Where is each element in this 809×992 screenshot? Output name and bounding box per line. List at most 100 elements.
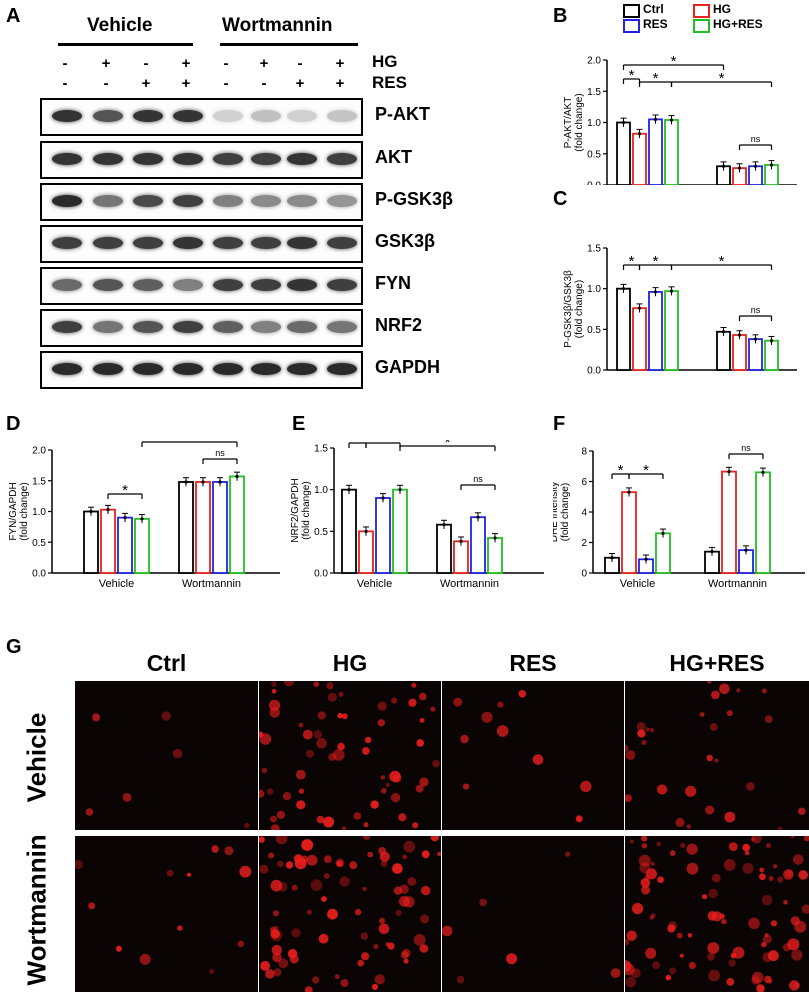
row-label-hg: HG: [372, 52, 398, 71]
y-tick-label: 2.0: [32, 446, 46, 457]
cell-spot: [371, 983, 379, 990]
cell-spot: [764, 975, 772, 984]
significance-label: *: [671, 55, 677, 70]
data-point: [653, 290, 658, 294]
cell-spot: [765, 842, 772, 849]
cell-spot: [705, 805, 715, 815]
treatment-sign: -: [103, 75, 109, 92]
significance-label: *: [380, 440, 386, 448]
cell-spot: [244, 822, 250, 829]
cell-spot: [565, 851, 571, 857]
legend-swatch-hg: [693, 4, 710, 18]
cell-spot: [462, 783, 470, 790]
y-axis-label: NRF2/GAPDH(fold change): [290, 478, 312, 542]
cell-spot: [742, 862, 754, 874]
cell-spot: [85, 808, 94, 816]
cell-spot: [379, 917, 386, 924]
cell-spot: [341, 826, 347, 830]
blot-band: [327, 195, 357, 207]
cell-spot: [237, 940, 244, 947]
cell-spot: [711, 690, 720, 700]
cell-spot: [312, 976, 320, 984]
y-axis-label: DHE intensity(fold change): [553, 482, 571, 543]
treatment-sign: +: [335, 75, 345, 92]
cell-spot: [321, 896, 327, 902]
blot-band: [327, 153, 357, 165]
cell-spot: [629, 839, 634, 844]
blot-label: FYN: [375, 273, 411, 293]
blot-band: [213, 237, 243, 249]
cell-spot: [293, 854, 303, 864]
cell-spot: [632, 903, 644, 915]
cell-spot: [649, 727, 655, 733]
cell-spot: [402, 854, 407, 860]
cell-spot: [224, 846, 234, 856]
blot-band: [173, 237, 203, 249]
cell-spot: [403, 958, 409, 964]
cell-spot: [360, 932, 369, 940]
cell-spot: [764, 933, 769, 938]
blot-band: [52, 153, 82, 165]
significance-label: *: [445, 440, 451, 451]
blot-strip: [40, 225, 363, 263]
blot-band: [52, 279, 82, 291]
cell-spot: [421, 885, 431, 896]
row-label-res: RES: [372, 73, 407, 92]
cell-spot: [407, 877, 417, 886]
significance-label: *: [719, 253, 725, 270]
cell-spot: [259, 836, 265, 843]
cell-spot: [707, 942, 720, 954]
cell-spot: [762, 952, 773, 963]
y-tick-label: 0.0: [587, 181, 601, 186]
data-point: [621, 120, 626, 125]
cell-spot: [161, 711, 171, 721]
panel-letter-d: D: [6, 413, 21, 435]
blot-band: [251, 153, 281, 165]
significance-label: *: [653, 253, 659, 270]
bar: [721, 470, 737, 574]
significance-label: *: [643, 462, 649, 479]
blot-band: [52, 237, 82, 249]
cell-spot: [420, 914, 430, 924]
x-tick-label: Vehicle: [357, 578, 392, 590]
cell-spot: [362, 747, 370, 755]
cell-spot: [641, 836, 648, 842]
bar: [616, 287, 631, 371]
cell-spot: [271, 824, 280, 830]
legend-swatch-res: [623, 19, 640, 33]
blot-label: GSK3β: [375, 231, 436, 251]
blot-band: [251, 279, 281, 291]
cell-spot: [380, 860, 388, 867]
cell-spot: [400, 951, 409, 960]
blot-band: [133, 153, 163, 165]
cell-spot: [723, 859, 736, 871]
micro-col-hgres: HG+RES: [669, 650, 765, 676]
blot-group-vehicle: Vehicle: [87, 15, 153, 36]
cell-spot: [362, 886, 367, 892]
cell-spot: [416, 739, 424, 747]
cell-spot: [412, 822, 419, 829]
cell-spot: [393, 886, 403, 895]
cell-spot: [419, 717, 425, 723]
micro-col-ctrl: Ctrl: [146, 650, 187, 676]
cell-spot: [650, 861, 655, 866]
bar: [212, 481, 228, 574]
blot-band: [327, 363, 357, 375]
cell-spot: [323, 816, 335, 828]
data-point: [637, 132, 642, 136]
bar: [375, 497, 391, 574]
cell-spot: [259, 789, 265, 798]
treatment-sign: -: [143, 55, 149, 72]
cell-spot: [783, 900, 788, 905]
cell-spot: [341, 713, 348, 720]
blot-label: AKT: [375, 147, 412, 167]
cell-spot: [726, 978, 735, 986]
cell-spot: [300, 855, 309, 863]
cell-spot: [518, 690, 527, 698]
legend-label-res: RES: [643, 17, 668, 31]
micrograph-svg: [85, 711, 250, 829]
treatment-sign: +: [181, 55, 191, 72]
bar: [716, 330, 731, 371]
y-tick-label: 1.5: [32, 476, 46, 487]
cell-spot: [610, 968, 621, 978]
